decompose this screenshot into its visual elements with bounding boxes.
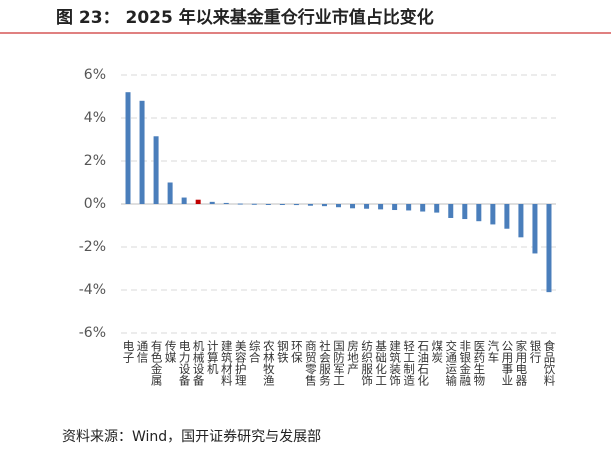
x-tick-label: 社会服务 (318, 339, 332, 386)
source-note: 资料来源：Wind，国开证券研究与发展部 (62, 429, 321, 445)
bar (406, 204, 412, 211)
x-tick-label: 农林牧渔 (262, 339, 276, 387)
y-tick-label: 4% (84, 110, 106, 126)
bar (462, 204, 468, 220)
y-tick-label: -2% (79, 239, 106, 255)
x-tick-label: 有色金属 (150, 339, 164, 387)
bar (476, 204, 482, 222)
bar (420, 204, 426, 212)
bar (237, 203, 243, 205)
bar (532, 204, 538, 254)
bar (209, 201, 215, 204)
x-tick-label: 传媒 (164, 339, 178, 364)
bar (223, 202, 229, 204)
chart-title: 图 23： 2025 年以来基金重仓行业市值占比变化 (56, 7, 434, 28)
bar (350, 204, 356, 209)
bar (307, 204, 313, 206)
bar (265, 204, 271, 205)
bar (518, 204, 524, 238)
bar (434, 204, 440, 213)
bar (125, 92, 131, 204)
bar (181, 197, 187, 204)
x-tick-label: 计算机 (206, 340, 220, 375)
bar (293, 204, 299, 206)
x-tick-label: 国防军工 (332, 340, 346, 386)
x-tick-label: 电力设备 (178, 340, 192, 387)
bar (167, 182, 173, 204)
x-tick-label: 建筑材料 (220, 339, 234, 387)
x-tick-label: 非银金融 (458, 340, 472, 387)
bar (321, 204, 327, 207)
x-tick-label: 房地产 (346, 340, 360, 375)
x-tick-label: 综合 (248, 339, 262, 363)
bar (251, 203, 257, 205)
y-tick-label: 2% (84, 153, 106, 169)
x-tick-label: 美容护理 (234, 339, 248, 386)
bar (504, 204, 510, 229)
bar (490, 204, 496, 225)
bar (279, 204, 285, 205)
x-tick-label: 食品饮料 (542, 339, 556, 387)
x-tick-label: 基础化工 (374, 340, 388, 386)
x-tick-label: 医药生物 (472, 340, 486, 386)
x-tick-label: 轻工制造 (402, 339, 416, 386)
x-tick-label: 通信 (136, 340, 150, 364)
x-tick-label: 家用电器 (514, 339, 528, 387)
x-tick-label: 建筑装饰 (388, 339, 402, 386)
x-tick-label: 钢铁 (276, 340, 290, 363)
bar (378, 204, 384, 210)
bar (153, 136, 159, 204)
bar (336, 204, 341, 208)
bar (195, 199, 201, 204)
x-tick-label: 石油石化 (416, 340, 430, 387)
y-tick-label: 6% (84, 67, 106, 83)
x-tick-label: 纺织服饰 (360, 339, 374, 386)
x-tick-label: 公用事业 (500, 340, 514, 386)
y-tick-label: -4% (79, 282, 106, 298)
y-tick-label: -6% (79, 325, 106, 341)
x-tick-label: 银行 (528, 339, 542, 364)
bar (448, 204, 454, 218)
x-tick-label: 交通运输 (444, 339, 458, 387)
bar (392, 204, 398, 211)
x-tick-label: 环保 (290, 340, 304, 364)
x-tick-label: 商贸零售 (304, 339, 318, 387)
bar (546, 204, 552, 293)
bar (364, 204, 370, 209)
x-tick-label: 机械设备 (192, 339, 206, 387)
y-tick-label: 0% (84, 196, 106, 212)
x-tick-label: 电子 (122, 340, 136, 363)
x-tick-label: 汽车 (486, 339, 500, 364)
bar (139, 100, 145, 204)
x-tick-label: 煤炭 (430, 340, 444, 364)
